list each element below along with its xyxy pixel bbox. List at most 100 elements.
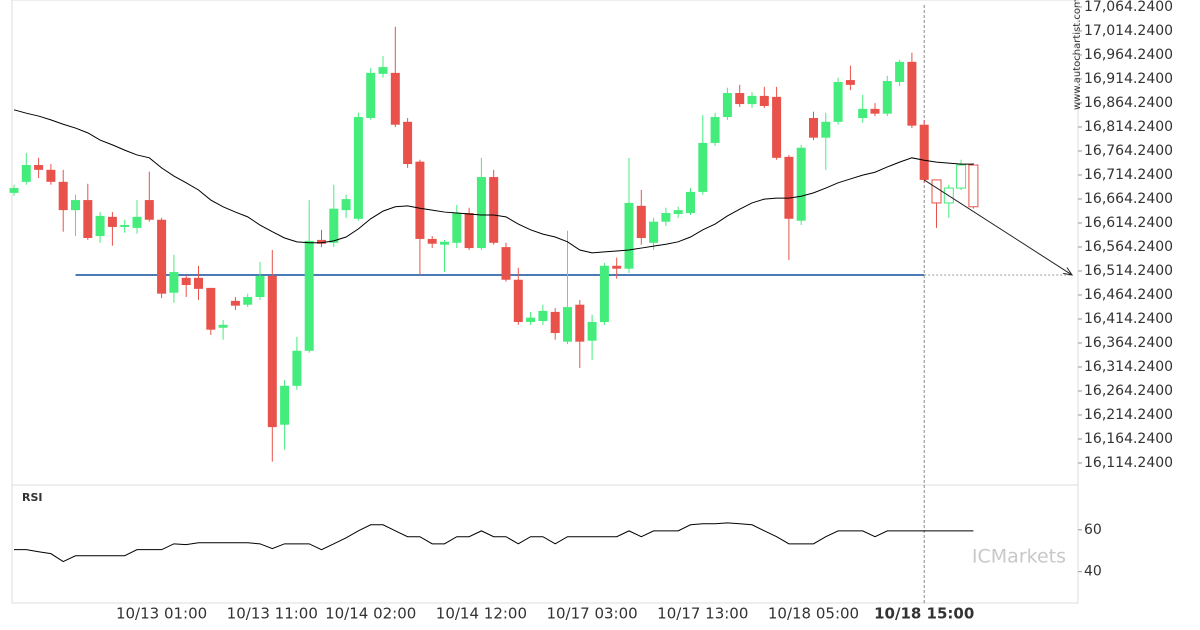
candle-body [46,169,56,182]
y-tick-label: 16,914.2400 [1084,71,1173,87]
candle-body [169,272,179,293]
candle-body [206,287,216,330]
candle-body [58,181,68,211]
x-tick-label: 10/13 01:00 [116,605,207,623]
candle-body [796,147,806,221]
y-tick-label: 40 [1084,564,1102,580]
y-tick-label: 16,164.2400 [1084,431,1173,447]
candle-body [280,385,290,425]
candle-body [686,191,695,214]
candle-body [230,300,240,306]
x-tick-label: 10/18 15:00 [874,605,974,623]
candle-body [415,161,425,239]
candle-body [661,213,671,222]
y-tick-label: 16,714.2400 [1084,167,1173,183]
candle-body [845,80,855,85]
y-tick-label: 16,664.2400 [1084,191,1173,207]
candle-body [550,311,560,334]
source-watermark: www.autochartist.com [1072,0,1083,110]
candle-body [378,67,388,74]
y-tick-label: 17,014.2400 [1084,23,1173,39]
candle-body [673,210,683,214]
candle-body [538,310,548,322]
candle-body [440,241,449,245]
candle-body [243,297,253,305]
candle-body [907,61,917,126]
candle-body [83,200,93,238]
candle-body [21,165,31,182]
y-tick-label: 16,564.2400 [1084,239,1173,255]
y-tick-label: 16,464.2400 [1084,287,1173,303]
candle-body [624,202,634,269]
candle-body [587,321,597,341]
candle-body [833,81,843,122]
y-tick-label: 16,764.2400 [1084,143,1173,159]
x-tick-label: 10/14 02:00 [325,605,416,623]
candle-body [563,307,572,342]
x-tick-label: 10/18 05:00 [768,605,859,623]
candle-body [107,216,117,227]
candle-body [120,225,130,227]
y-tick-label: 60 [1084,522,1102,538]
candle-body [366,72,376,118]
y-tick-label: 16,214.2400 [1084,407,1173,423]
rsi-title: RSI [22,491,43,504]
x-tick-label: 10/17 13:00 [657,605,748,623]
x-tick-label: 10/14 12:00 [436,605,527,623]
candle-body [71,200,80,211]
x-tick-label: 10/13 11:00 [227,605,318,623]
y-tick-label: 16,814.2400 [1084,119,1173,135]
candle-body [34,165,44,170]
candle-body [784,156,794,219]
candle-body [710,117,720,143]
candle-body [218,324,228,328]
candle-body [501,247,511,280]
candle-body [464,213,474,249]
x-tick-label: 10/17 03:00 [546,605,637,623]
candle-body [292,350,302,386]
candle-body [95,215,105,237]
candle-body [759,95,769,106]
candle-body [956,164,967,189]
candle-body [132,216,142,228]
candle-body [636,205,646,238]
y-tick-label: 16,964.2400 [1084,47,1173,63]
forecast-arrow [923,179,1073,276]
candle-body [735,93,745,105]
y-tick-label: 16,864.2400 [1084,95,1173,111]
candle-body [255,275,265,298]
candle-body [599,265,609,322]
candle-body [329,208,339,243]
candle-body [821,121,831,138]
candle-body [9,188,19,193]
y-tick-label: 16,414.2400 [1084,311,1173,327]
candle-body [403,121,413,165]
candle-body [858,108,868,118]
candle-body [575,304,585,342]
candle-body [452,213,462,243]
candle-body [772,96,782,158]
candle-body [267,275,277,428]
y-tick-label: 16,314.2400 [1084,359,1173,375]
plot-frame [11,0,1079,604]
candle-body [747,95,757,105]
candle-body [476,177,486,249]
candle-body [353,117,363,219]
candle-body [489,177,499,243]
candle-body [304,240,314,351]
candle-body [427,238,437,244]
candle-body [919,124,929,180]
logo-watermark: ICMarkets [972,546,1066,568]
candle-body [181,277,191,286]
candle-body [194,277,203,289]
rsi-line [14,522,974,563]
candle-body [157,219,167,294]
y-tick-label: 17,064.2400 [1084,0,1173,15]
candle-body [526,317,536,322]
candle-body [390,72,400,125]
forecast-arrowhead [1063,267,1074,276]
y-tick-label: 16,264.2400 [1084,383,1173,399]
candle-body [341,199,351,211]
moving-average [13,109,974,254]
